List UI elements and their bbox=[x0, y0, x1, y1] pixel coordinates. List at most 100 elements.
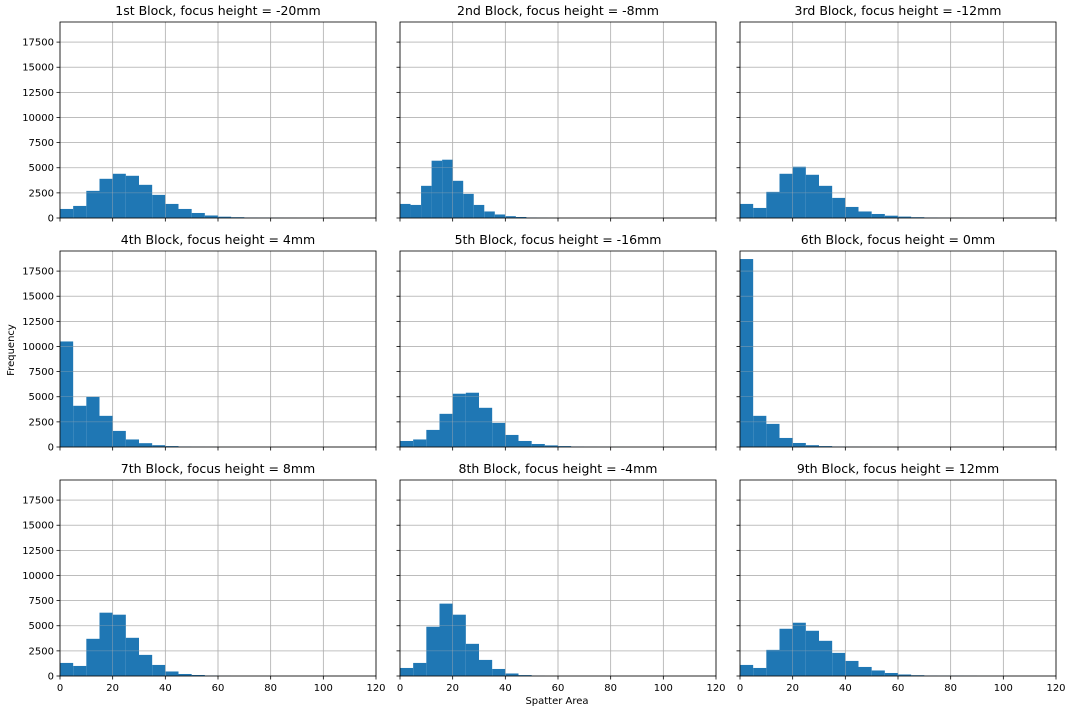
histogram-bar bbox=[411, 205, 422, 218]
histogram-bar bbox=[793, 443, 806, 447]
histogram-bar bbox=[793, 167, 806, 218]
x-tick-label: 20 bbox=[786, 683, 799, 694]
histogram-bar bbox=[806, 631, 819, 676]
x-tick-label: 120 bbox=[366, 683, 385, 694]
histogram-bar bbox=[780, 174, 793, 218]
histogram-bar bbox=[505, 435, 518, 447]
histogram-bar bbox=[466, 393, 479, 447]
histogram-bar bbox=[400, 204, 411, 218]
histogram-bar bbox=[165, 204, 178, 218]
histogram-bar bbox=[474, 205, 485, 218]
histogram-bar bbox=[466, 644, 479, 676]
y-tick-label: 2500 bbox=[29, 417, 54, 428]
y-tick-label: 17500 bbox=[22, 496, 54, 507]
y-tick-label: 7500 bbox=[29, 367, 54, 378]
histogram-bar bbox=[413, 663, 426, 676]
histogram-bar bbox=[73, 666, 86, 676]
histogram-bar bbox=[872, 670, 885, 676]
histogram-bar bbox=[453, 181, 464, 218]
histogram-bar bbox=[413, 439, 426, 447]
histogram-panel-5: 5th Block, focus height = -16mm bbox=[397, 232, 717, 451]
x-tick-label: 20 bbox=[106, 683, 119, 694]
histogram-bar bbox=[885, 673, 898, 676]
panel-title: 3rd Block, focus height = -12mm bbox=[795, 3, 1002, 18]
y-tick-label: 17500 bbox=[22, 267, 54, 278]
histogram-bar bbox=[859, 667, 872, 676]
histogram-bar bbox=[73, 406, 86, 447]
panel-title: 6th Block, focus height = 0mm bbox=[801, 232, 995, 247]
histogram-bar bbox=[780, 629, 793, 676]
histogram-bar bbox=[192, 213, 205, 218]
histogram-bar bbox=[126, 176, 139, 218]
y-tick-label: 5000 bbox=[29, 163, 54, 174]
x-tick-label: 100 bbox=[314, 683, 333, 694]
histogram-bar bbox=[100, 416, 113, 447]
histogram-panel-2: 2nd Block, focus height = -8mm bbox=[397, 3, 717, 222]
histogram-bar bbox=[126, 638, 139, 676]
panel-title: 1st Block, focus height = -20mm bbox=[115, 3, 320, 18]
x-tick-label: 60 bbox=[892, 683, 905, 694]
panel-title: 5th Block, focus height = -16mm bbox=[455, 232, 662, 247]
histogram-bar bbox=[100, 179, 113, 218]
y-tick-label: 0 bbox=[48, 672, 54, 683]
x-tick-label: 40 bbox=[839, 683, 852, 694]
x-tick-label: 80 bbox=[944, 683, 957, 694]
histogram-panel-3: 3rd Block, focus height = -12mm bbox=[737, 3, 1057, 222]
histogram-panel-4: 4th Block, focus height = 4mm 0 2500 5000 75… bbox=[22, 232, 376, 454]
histogram-bar bbox=[780, 438, 793, 447]
y-tick-label: 10000 bbox=[22, 342, 54, 353]
histogram-bar bbox=[453, 394, 466, 447]
histogram-bar bbox=[463, 194, 474, 218]
histogram-bar bbox=[432, 161, 443, 218]
histogram-bar bbox=[479, 660, 492, 676]
x-tick-label: 120 bbox=[1046, 683, 1065, 694]
histogram-bar bbox=[819, 641, 832, 676]
x-tick-label: 100 bbox=[654, 683, 673, 694]
histogram-bar bbox=[495, 214, 506, 218]
histogram-bar bbox=[152, 665, 165, 676]
histogram-bar bbox=[484, 211, 495, 218]
histogram-bar bbox=[479, 408, 492, 447]
y-tick-label: 5000 bbox=[29, 392, 54, 403]
histogram-bar bbox=[859, 211, 872, 218]
panel-title: 4th Block, focus height = 4mm bbox=[121, 232, 315, 247]
figure-xlabel: Spatter Area bbox=[525, 696, 588, 707]
histogram-bar bbox=[86, 639, 99, 676]
histogram-bar bbox=[766, 424, 779, 447]
x-tick-label: 0 bbox=[397, 683, 403, 694]
histogram-bar bbox=[845, 207, 858, 218]
x-tick-label: 60 bbox=[212, 683, 225, 694]
panel-title: 2nd Block, focus height = -8mm bbox=[457, 3, 659, 18]
y-tick-label: 15000 bbox=[22, 292, 54, 303]
histogram-bar bbox=[453, 615, 466, 676]
y-tick-label: 7500 bbox=[29, 596, 54, 607]
histogram-bar bbox=[426, 430, 439, 447]
histogram-bar bbox=[126, 439, 139, 447]
histogram-bar bbox=[165, 671, 178, 676]
histogram-bar bbox=[113, 615, 126, 676]
histogram-bar bbox=[442, 160, 453, 218]
histogram-bar bbox=[532, 444, 545, 447]
histogram-panel-6: 6th Block, focus height = 0mm bbox=[737, 232, 1057, 451]
histogram-bar bbox=[60, 341, 73, 447]
y-tick-label: 10000 bbox=[22, 571, 54, 582]
histogram-bar bbox=[492, 669, 505, 676]
y-tick-label: 12500 bbox=[22, 88, 54, 99]
y-tick-label: 0 bbox=[48, 443, 54, 454]
histogram-bar bbox=[113, 174, 126, 218]
histogram-bar bbox=[440, 604, 453, 676]
histogram-bar bbox=[832, 198, 845, 218]
y-tick-label: 10000 bbox=[22, 113, 54, 124]
y-tick-label: 15000 bbox=[22, 521, 54, 532]
y-tick-label: 17500 bbox=[22, 38, 54, 49]
histogram-bar bbox=[753, 416, 766, 447]
y-tick-label: 15000 bbox=[22, 63, 54, 74]
histogram-bar bbox=[139, 443, 152, 447]
histogram-bar bbox=[819, 186, 832, 218]
histogram-bar bbox=[139, 655, 152, 676]
histogram-bar bbox=[113, 431, 126, 447]
histogram-bar bbox=[740, 204, 753, 218]
